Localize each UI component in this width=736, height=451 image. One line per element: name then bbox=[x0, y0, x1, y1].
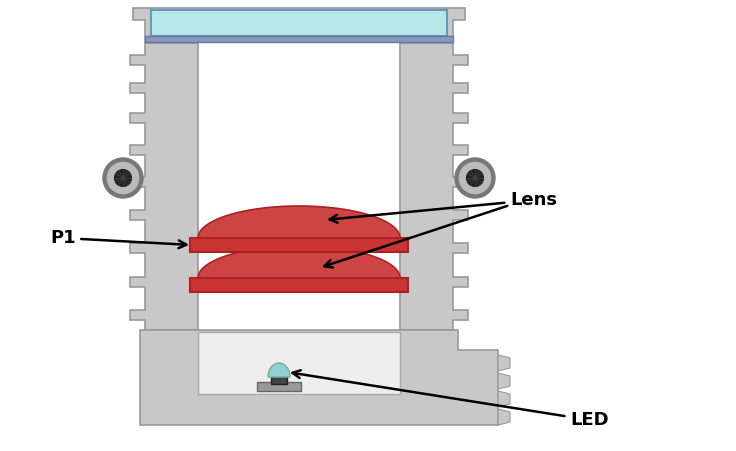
Polygon shape bbox=[198, 206, 400, 238]
Circle shape bbox=[115, 170, 132, 186]
Polygon shape bbox=[198, 246, 400, 278]
Polygon shape bbox=[140, 330, 498, 425]
Polygon shape bbox=[268, 363, 290, 377]
Polygon shape bbox=[498, 373, 510, 389]
Circle shape bbox=[467, 170, 484, 186]
Polygon shape bbox=[130, 43, 198, 330]
Bar bbox=[145, 36, 453, 42]
Polygon shape bbox=[498, 391, 510, 407]
Polygon shape bbox=[498, 409, 510, 425]
Circle shape bbox=[103, 158, 143, 198]
Polygon shape bbox=[190, 238, 408, 252]
Polygon shape bbox=[498, 355, 510, 371]
Circle shape bbox=[107, 162, 138, 193]
Circle shape bbox=[455, 158, 495, 198]
Bar bbox=[151, 10, 447, 36]
Polygon shape bbox=[190, 278, 408, 292]
Circle shape bbox=[459, 162, 491, 193]
Text: LED: LED bbox=[292, 370, 609, 429]
Polygon shape bbox=[400, 43, 468, 330]
Bar bbox=[198, 332, 400, 394]
Bar bbox=[271, 374, 287, 384]
Text: Lens: Lens bbox=[330, 191, 557, 223]
Bar bbox=[257, 382, 301, 391]
Text: P1: P1 bbox=[50, 229, 186, 248]
Polygon shape bbox=[133, 8, 465, 42]
